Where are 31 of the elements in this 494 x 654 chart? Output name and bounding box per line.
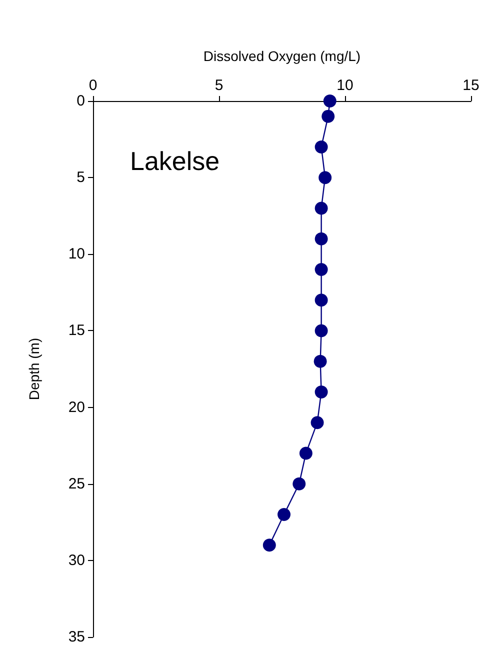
y-tick-label: 5 xyxy=(76,169,85,186)
annotation: Lakelse xyxy=(130,146,220,176)
point xyxy=(322,110,335,123)
y-axis-title: Depth (m) xyxy=(26,338,42,400)
point xyxy=(278,508,291,521)
x-axis-title: Dissolved Oxygen (mg/L) xyxy=(203,48,361,64)
point xyxy=(318,171,332,184)
y-tick-label: 20 xyxy=(68,398,85,416)
point xyxy=(262,538,276,552)
x-tick-label: 15 xyxy=(462,77,480,94)
point xyxy=(292,477,306,490)
x-tick-label: 10 xyxy=(336,77,354,94)
point xyxy=(314,232,328,246)
x-tick-label: 5 xyxy=(214,77,224,94)
point xyxy=(314,262,328,276)
y-tick-label: 35 xyxy=(68,628,85,646)
point xyxy=(314,324,328,338)
y-tick-label: 15 xyxy=(68,322,85,340)
point xyxy=(314,354,327,368)
point xyxy=(299,446,312,460)
y-tick-label: 0 xyxy=(76,92,85,110)
x-tick-label: 0 xyxy=(88,77,98,94)
point xyxy=(314,385,328,398)
point xyxy=(314,294,328,307)
point xyxy=(310,416,324,430)
y-tick-label: 30 xyxy=(68,552,85,569)
point xyxy=(314,140,328,154)
point xyxy=(314,202,328,215)
y-tick-label: 25 xyxy=(68,475,85,492)
y-tick-label: 10 xyxy=(68,246,85,263)
point xyxy=(323,94,336,108)
